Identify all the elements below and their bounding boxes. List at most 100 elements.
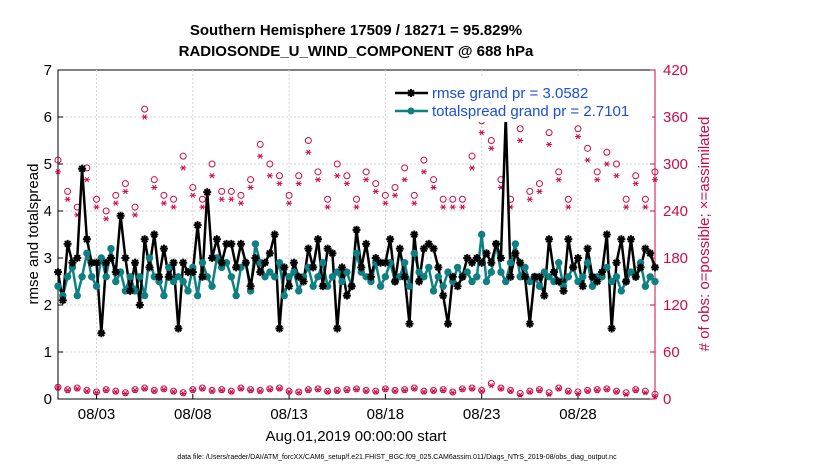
obs-stroke xyxy=(142,114,147,120)
marker-stroke xyxy=(622,277,630,286)
obs-assimilated-low-point xyxy=(74,386,81,392)
obs-stroke xyxy=(450,204,455,210)
legend-rmse-marker xyxy=(407,89,415,97)
point-totalspread xyxy=(627,268,635,276)
point-totalspread xyxy=(280,291,288,300)
obs-possible-low-point xyxy=(381,385,389,393)
series-lines xyxy=(54,113,659,338)
obs-assimilated-point xyxy=(555,176,562,183)
obs-possible-low-point xyxy=(468,384,476,392)
obs-assimilated-point xyxy=(440,204,447,210)
marker-stroke xyxy=(319,282,327,290)
point-totalspread xyxy=(579,273,587,281)
obs-possible-low-point xyxy=(391,386,399,394)
obs-possible-point xyxy=(574,125,582,133)
obs-stroke xyxy=(238,200,244,206)
point-totalspread xyxy=(453,263,462,272)
obs-assimilated-low-point xyxy=(584,388,591,394)
obs-assimilated-low-point xyxy=(507,388,514,394)
obs-assimilated-low-point xyxy=(141,386,148,392)
point-rmse xyxy=(405,319,414,328)
obs-possible-point xyxy=(362,168,370,176)
obs-stroke xyxy=(383,386,388,393)
point-totalspread xyxy=(502,277,510,286)
point-totalspread xyxy=(463,268,471,276)
obs-stroke xyxy=(171,389,176,395)
obs-assimilated-low-point xyxy=(632,387,639,394)
point-totalspread xyxy=(526,277,534,286)
point-totalspread xyxy=(261,273,269,281)
obs-assimilated-low-point xyxy=(546,391,553,398)
point-rmse xyxy=(651,263,659,272)
marker-stroke xyxy=(126,287,134,295)
obs-stroke xyxy=(489,382,494,389)
obs-assimilated-low-point xyxy=(237,386,244,392)
point-rmse xyxy=(54,268,62,277)
point-totalspread xyxy=(641,282,650,290)
y-axis-right: 0 60 120 180 240 300 360 420 xyxy=(650,62,688,408)
point-rmse xyxy=(236,239,245,248)
point-rmse xyxy=(569,263,578,272)
point-totalspread xyxy=(352,249,361,258)
point-rmse xyxy=(410,230,419,239)
obs-assimilated-low-point xyxy=(93,390,100,396)
obs-stroke xyxy=(546,391,552,398)
obs-stroke xyxy=(306,387,311,394)
point-rmse xyxy=(419,244,428,253)
point-totalspread xyxy=(564,273,573,281)
obs-possible-point xyxy=(564,195,572,203)
point-rmse xyxy=(102,258,111,267)
obs-assimilated-low-point xyxy=(555,386,562,392)
obs-stroke xyxy=(652,393,658,400)
obs-possible-low-point xyxy=(227,387,235,395)
point-totalspread xyxy=(651,277,659,286)
obs-stroke xyxy=(258,388,263,394)
point-rmse xyxy=(217,258,226,267)
obs-assimilated-low-point xyxy=(642,390,649,396)
obs-assimilated-point xyxy=(459,204,466,210)
obs-stroke xyxy=(325,389,330,395)
point-totalspread xyxy=(603,263,611,272)
point-rmse xyxy=(381,258,390,267)
marker-stroke xyxy=(194,221,202,229)
point-totalspread xyxy=(343,268,351,276)
point-rmse xyxy=(145,263,154,272)
point-rmse xyxy=(256,268,265,277)
obs-stroke xyxy=(306,149,311,155)
obs-assimilated-point xyxy=(218,196,225,202)
point-totalspread xyxy=(545,273,553,281)
marker-stroke xyxy=(535,273,543,281)
chart-title: Southern Hemisphere 17509 / 18271 = 95.8… xyxy=(190,22,522,39)
point-rmse xyxy=(429,244,438,253)
obs-possible-point xyxy=(468,152,476,160)
obs-assimilated-low-point xyxy=(497,386,504,392)
obs-possible-point xyxy=(285,191,293,199)
obs-stroke xyxy=(623,204,629,210)
obs-assimilated-point xyxy=(180,165,187,171)
obs-possible-point xyxy=(410,191,418,199)
obs-possible-low-point xyxy=(131,386,139,394)
obs-stroke xyxy=(440,204,446,210)
obs-assimilated-point xyxy=(517,137,524,144)
point-totalspread xyxy=(521,263,529,272)
marker-stroke xyxy=(203,188,211,196)
obs-assimilated-low-point xyxy=(411,386,418,392)
obs-possible-point xyxy=(304,137,312,144)
point-totalspread xyxy=(381,273,390,281)
obs-stroke xyxy=(229,196,234,202)
marker-stroke xyxy=(314,235,322,243)
obs-assimilated-point xyxy=(449,204,456,210)
point-totalspread xyxy=(232,291,240,300)
point-totalspread xyxy=(376,282,385,290)
obs-stroke xyxy=(517,137,523,144)
obs-possible-low-point xyxy=(507,386,515,394)
obs-assimilated-low-point xyxy=(652,393,658,400)
obs-stroke xyxy=(209,173,215,179)
point-totalspread xyxy=(169,277,178,286)
obs-stroke xyxy=(94,390,99,396)
point-totalspread xyxy=(290,268,298,276)
point-totalspread xyxy=(145,254,154,262)
point-totalspread xyxy=(73,291,81,300)
point-rmse xyxy=(309,263,318,272)
obs-stroke xyxy=(556,386,561,392)
